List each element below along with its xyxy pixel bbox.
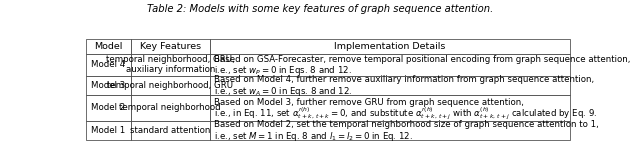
Text: Key Features: Key Features bbox=[140, 42, 201, 51]
Bar bbox=[86, 54, 131, 76]
Text: Based on GSA-Forecaster, remove temporal positional encoding from graph sequence: Based on GSA-Forecaster, remove temporal… bbox=[214, 55, 630, 64]
Text: temporal neighborhood, GRU,
auxiliary information: temporal neighborhood, GRU, auxiliary in… bbox=[106, 55, 235, 74]
Bar bbox=[131, 76, 210, 95]
Text: Model 2: Model 2 bbox=[91, 103, 125, 113]
Text: Based on Model 4, further remove auxiliary information from graph sequence atten: Based on Model 4, further remove auxilia… bbox=[214, 75, 594, 84]
Text: temporal neighborhood, GRU: temporal neighborhood, GRU bbox=[108, 81, 234, 90]
Bar bbox=[86, 121, 131, 140]
Text: Based on Model 2, set the temporal neighborhood size of graph sequence attention: Based on Model 2, set the temporal neigh… bbox=[214, 120, 598, 129]
Bar bbox=[210, 121, 570, 140]
Text: Model 1: Model 1 bbox=[91, 126, 125, 135]
Text: Based on Model 3, further remove GRU from graph sequence attention,: Based on Model 3, further remove GRU fro… bbox=[214, 98, 524, 107]
Text: Table 2: Models with some key features of graph sequence attention.: Table 2: Models with some key features o… bbox=[147, 4, 493, 14]
Text: Model 3: Model 3 bbox=[91, 81, 125, 90]
Bar bbox=[86, 76, 131, 95]
Bar bbox=[210, 76, 570, 95]
Text: Implementation Details: Implementation Details bbox=[334, 42, 445, 51]
Bar bbox=[131, 39, 210, 54]
Text: i.e., set $w_P = 0$ in Eqs. 8 and 12.: i.e., set $w_P = 0$ in Eqs. 8 and 12. bbox=[214, 64, 351, 77]
Text: i.e., set $w_A = 0$ in Eqs. 8 and 12.: i.e., set $w_A = 0$ in Eqs. 8 and 12. bbox=[214, 85, 352, 98]
Bar bbox=[131, 95, 210, 121]
Bar bbox=[210, 95, 570, 121]
Text: i.e., set $M = 1$ in Eq. 8 and $l_1 = l_2 = 0$ in Eq. 12.: i.e., set $M = 1$ in Eq. 8 and $l_1 = l_… bbox=[214, 130, 413, 143]
Text: standard attention: standard attention bbox=[130, 126, 211, 135]
Text: Model 4: Model 4 bbox=[91, 60, 125, 69]
Bar bbox=[86, 95, 131, 121]
Bar bbox=[210, 39, 570, 54]
Text: i.e., in Eq. 11, set $\alpha^{r(h)}_{t+k,\,t+k} = 0$, and substitute $\alpha^{r(: i.e., in Eq. 11, set $\alpha^{r(h)}_{t+k… bbox=[214, 106, 597, 122]
Bar bbox=[86, 39, 131, 54]
Bar bbox=[131, 121, 210, 140]
Bar bbox=[131, 54, 210, 76]
Text: temporal neighborhood: temporal neighborhood bbox=[120, 103, 221, 113]
Bar bbox=[210, 54, 570, 76]
Text: Model: Model bbox=[94, 42, 122, 51]
